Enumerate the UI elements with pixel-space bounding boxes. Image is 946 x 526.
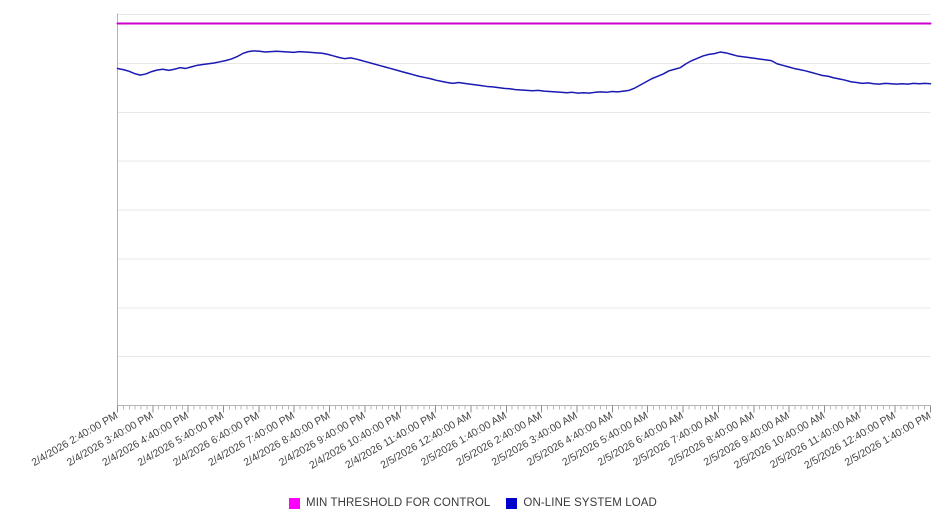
legend-item-system-load[interactable]: ON-LINE SYSTEM LOAD xyxy=(506,497,657,509)
legend-label-system-load: ON-LINE SYSTEM LOAD xyxy=(523,497,657,509)
chart-legend: MIN THRESHOLD FOR CONTROL ON-LINE SYSTEM… xyxy=(0,497,946,509)
legend-swatch-min-threshold xyxy=(289,497,301,509)
series-group xyxy=(116,22,932,94)
x-axis-ticks xyxy=(117,405,931,413)
x-axis-labels: 2/4/2026 2:40:00 PM2/4/2026 3:40:00 PM2/… xyxy=(30,410,933,472)
legend-item-min-threshold[interactable]: MIN THRESHOLD FOR CONTROL xyxy=(289,497,490,509)
legend-swatch-system-load xyxy=(506,497,518,509)
legend-label-min-threshold: MIN THRESHOLD FOR CONTROL xyxy=(306,497,491,509)
gridlines-group xyxy=(117,14,931,406)
